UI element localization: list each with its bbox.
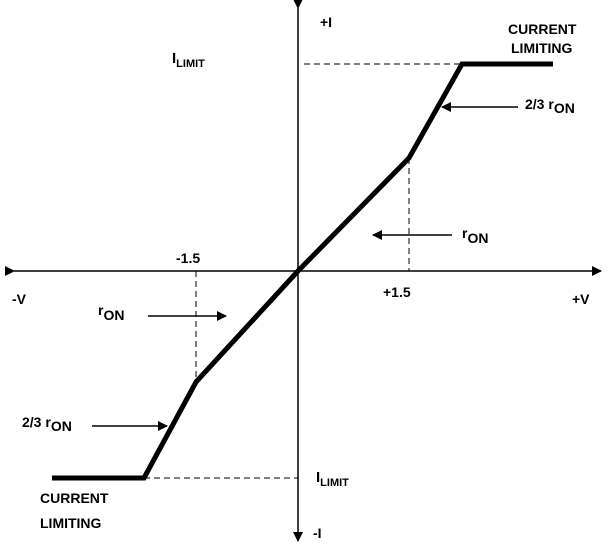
- mid-ron-label: rON: [462, 225, 488, 246]
- tick-neg-1-5: -1.5: [176, 250, 200, 266]
- current-limiting-bottom-line1: CURRENT: [40, 490, 109, 506]
- tick-pos-1-5: +1.5: [383, 284, 411, 300]
- upper-slope-label: 2/3 rON: [525, 96, 575, 116]
- current-limiting-top-line2: LIMITING: [511, 40, 573, 56]
- current-limiting-bottom-line2: LIMITING: [40, 515, 102, 531]
- y-negative-label: -I: [313, 525, 322, 541]
- ilimit-bottom-label: ILIMIT: [316, 469, 349, 489]
- y-positive-label: +I: [320, 14, 332, 30]
- iv-curve: [52, 61, 553, 481]
- x-negative-label: -V: [12, 291, 27, 307]
- left-ron-label: rON: [98, 302, 124, 323]
- x-positive-label: +V: [572, 291, 590, 307]
- ilimit-top-label: ILIMIT: [172, 50, 205, 70]
- lower-slope-label: 2/3 rON: [22, 414, 72, 434]
- current-limiting-top-line1: CURRENT: [508, 21, 577, 37]
